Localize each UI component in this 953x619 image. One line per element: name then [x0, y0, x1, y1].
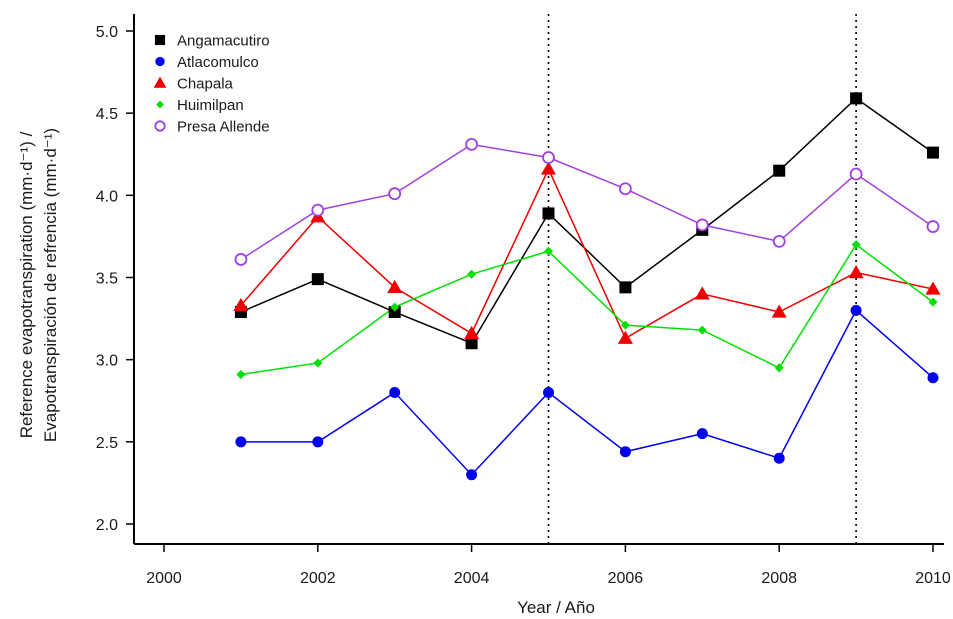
data-point-huimilpan-2008 [774, 363, 784, 373]
series-line-angamacutiro [240, 97, 934, 345]
series-line-atlacomulco [240, 309, 934, 476]
data-point-huimilpan-2009 [851, 240, 861, 250]
legend-marker-presa-allende [154, 120, 166, 132]
series-points-presa-allende [234, 137, 940, 266]
series-layer [233, 92, 941, 481]
data-point-chapala-2001 [233, 297, 249, 312]
data-point-atlacomulco-2008 [773, 452, 785, 464]
data-point-presa-allende-2006 [619, 182, 632, 196]
legend-marker-chapala [153, 76, 167, 88]
data-point-presa-allende-2002 [311, 203, 325, 217]
x-tick-label-2008: 2008 [761, 570, 797, 587]
legend-item-atlacomulco: Atlacomulco [155, 54, 259, 71]
axes [133, 14, 944, 545]
y-axis-title-line1: Reference evapotranspiration (mm·d⁻¹) / [17, 131, 36, 438]
series-line-chapala [240, 167, 934, 340]
data-point-chapala-2007 [694, 286, 710, 300]
data-point-atlacomulco-2003 [389, 387, 401, 399]
x-tick-label-2006: 2006 [608, 570, 644, 587]
reference-lines [547, 14, 857, 544]
y-tick-label-5: 5.0 [96, 24, 118, 41]
x-axis-title: Year / Año [517, 598, 595, 617]
y-tick-label-3.5: 3.5 [96, 271, 118, 288]
legend-label-huimilpan: Huimilpan [177, 97, 244, 114]
legend-item-huimilpan: Huimilpan [156, 97, 244, 114]
data-point-chapala-2009 [848, 265, 864, 279]
data-point-presa-allende-2010 [926, 220, 940, 233]
ticks: 2000 2002 2004 2006 2008 2010 2.0 2.5 3.0 3.5 4.0 4… [96, 24, 951, 587]
legend-label-presa-allende: Presa Allende [177, 119, 270, 136]
data-point-presa-allende-2004 [465, 137, 479, 151]
data-point-atlacomulco-2007 [696, 428, 708, 440]
data-point-atlacomulco-2006 [619, 446, 631, 458]
data-point-atlacomulco-2001 [235, 436, 247, 448]
data-point-chapala-2008 [771, 304, 787, 318]
legend-label-angamacutiro: Angamacutiro [177, 33, 270, 50]
data-point-atlacomulco-2002 [312, 436, 324, 448]
y-tick-label-3: 3.0 [96, 353, 118, 370]
legend-item-angamacutiro: Angamacutiro [154, 33, 270, 50]
x-tick-label-2002: 2002 [300, 570, 336, 587]
legend-item-presa-allende: Presa Allende [154, 119, 270, 136]
y-tick-label-4: 4.0 [96, 188, 118, 205]
x-tick-label-2000: 2000 [146, 570, 182, 587]
data-point-angamacutiro-2006 [619, 281, 632, 294]
y-tick-label-4.5: 4.5 [96, 106, 118, 123]
data-point-huimilpan-2004 [467, 269, 477, 279]
data-point-presa-allende-2007 [695, 218, 709, 232]
data-point-angamacutiro-2004 [465, 337, 478, 350]
series-line-presa-allende [240, 143, 934, 261]
data-point-atlacomulco-2005 [543, 387, 554, 399]
data-point-chapala-2003 [387, 279, 403, 293]
data-point-atlacomulco-2010 [927, 372, 939, 384]
data-point-huimilpan-2006 [620, 320, 630, 330]
data-point-presa-allende-2005 [542, 151, 555, 164]
x-tick-label-2004: 2004 [454, 570, 490, 587]
series-line-huimilpan [240, 243, 934, 376]
data-point-chapala-2005 [541, 161, 556, 175]
data-point-chapala-2010 [925, 281, 941, 295]
data-point-presa-allende-2003 [388, 187, 402, 201]
data-point-angamacutiro-2005 [542, 207, 555, 220]
data-point-atlacomulco-2009 [850, 304, 862, 316]
legend-item-chapala: Chapala [153, 76, 234, 93]
legend-marker-huimilpan [156, 100, 164, 109]
x-tick-label-2010: 2010 [915, 570, 951, 587]
data-point-chapala-2004 [464, 325, 480, 339]
data-point-huimilpan-2010 [928, 297, 938, 307]
y-tick-label-2: 2.0 [96, 517, 118, 534]
data-point-huimilpan-2003 [390, 302, 400, 312]
legend-marker-atlacomulco [155, 56, 165, 67]
data-point-angamacutiro-2010 [927, 146, 939, 159]
legend-marker-angamacutiro [154, 34, 166, 46]
legend: Angamacutiro Atlacomulco Chapala Huimilpan P… [153, 33, 270, 136]
data-point-huimilpan-2001 [236, 369, 246, 379]
y-axis-title-line2: Evapotranspiración de refrencia (mm·d⁻¹) [41, 128, 60, 442]
series-points-atlacomulco [235, 304, 939, 481]
data-point-presa-allende-2008 [772, 234, 786, 248]
legend-label-atlacomulco: Atlacomulco [177, 54, 259, 71]
data-point-huimilpan-2007 [697, 325, 707, 335]
data-point-angamacutiro-2008 [773, 164, 786, 177]
data-point-presa-allende-2001 [234, 253, 248, 266]
data-point-angamacutiro-2003 [388, 306, 401, 319]
series-points-huimilpan [236, 240, 938, 379]
data-point-huimilpan-2005 [544, 246, 553, 256]
legend-label-chapala: Chapala [177, 76, 234, 93]
y-tick-label-2.5: 2.5 [96, 435, 118, 452]
series-points-angamacutiro [234, 92, 939, 350]
data-point-angamacutiro-2002 [311, 273, 324, 286]
data-point-presa-allende-2009 [849, 167, 863, 181]
data-point-angamacutiro-2009 [850, 92, 863, 105]
data-point-huimilpan-2002 [313, 358, 323, 368]
data-point-chapala-2006 [617, 330, 633, 344]
data-point-atlacomulco-2004 [466, 469, 478, 481]
